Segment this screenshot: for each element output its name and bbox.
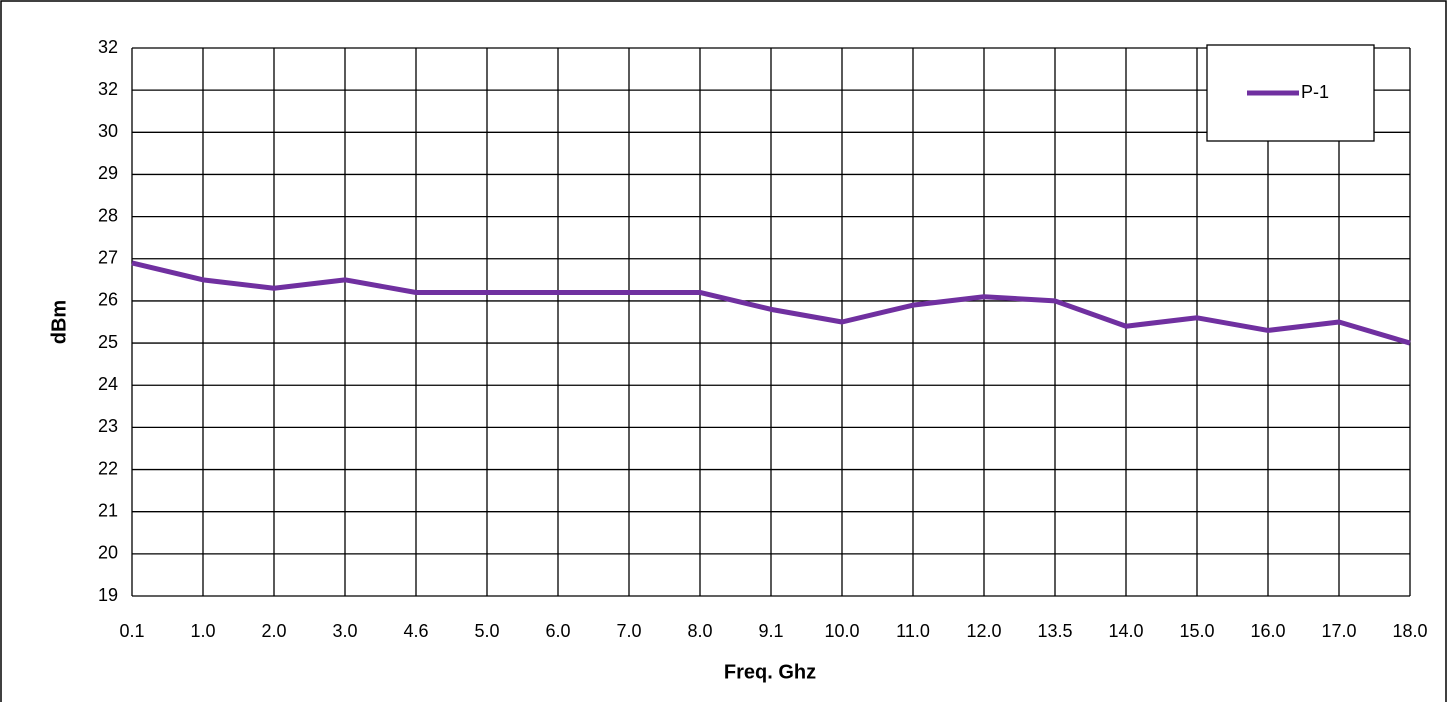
y-tick-label: 32 <box>98 37 118 57</box>
x-tick-label: 10.0 <box>824 621 859 641</box>
y-tick-label: 23 <box>98 416 118 436</box>
y-axis-title: dBm <box>48 300 70 344</box>
x-tick-label: 0.1 <box>119 621 144 641</box>
y-tick-label: 29 <box>98 163 118 183</box>
x-axis-title: Freq. Ghz <box>724 661 816 683</box>
y-tick-label: 32 <box>98 79 118 99</box>
x-tick-label: 13.5 <box>1037 621 1072 641</box>
y-tick-label: 24 <box>98 374 118 394</box>
x-tick-label: 3.0 <box>332 621 357 641</box>
data-line <box>131 260 1411 346</box>
x-tick-label: 7.0 <box>616 621 641 641</box>
y-tick-label: 30 <box>98 121 118 141</box>
x-tick-label: 1.0 <box>190 621 215 641</box>
x-tick-label: 18.0 <box>1392 621 1427 641</box>
x-tick-label: 4.6 <box>403 621 428 641</box>
x-tick-label: 2.0 <box>261 621 286 641</box>
x-tick-label: 14.0 <box>1108 621 1143 641</box>
x-tick-label: 5.0 <box>474 621 499 641</box>
x-tick-label: 12.0 <box>966 621 1001 641</box>
x-tick-label: 17.0 <box>1321 621 1356 641</box>
x-tick-label: 9.1 <box>758 621 783 641</box>
y-tick-label: 19 <box>98 585 118 605</box>
x-tick-label: 8.0 <box>687 621 712 641</box>
x-tick-label: 15.0 <box>1179 621 1214 641</box>
y-tick-label: 22 <box>98 458 118 478</box>
y-tick-label: 28 <box>98 205 118 225</box>
x-tick-label: 16.0 <box>1250 621 1285 641</box>
y-tick-label: 27 <box>98 248 118 268</box>
x-tick-label: 11.0 <box>896 621 930 641</box>
y-tick-label: 20 <box>98 543 118 563</box>
y-tick-label: 21 <box>98 500 118 520</box>
y-tick-label: 26 <box>98 290 118 310</box>
y-tick-label: 25 <box>98 332 118 352</box>
legend-label: P-1 <box>1301 82 1329 102</box>
x-tick-label: 6.0 <box>545 621 570 641</box>
